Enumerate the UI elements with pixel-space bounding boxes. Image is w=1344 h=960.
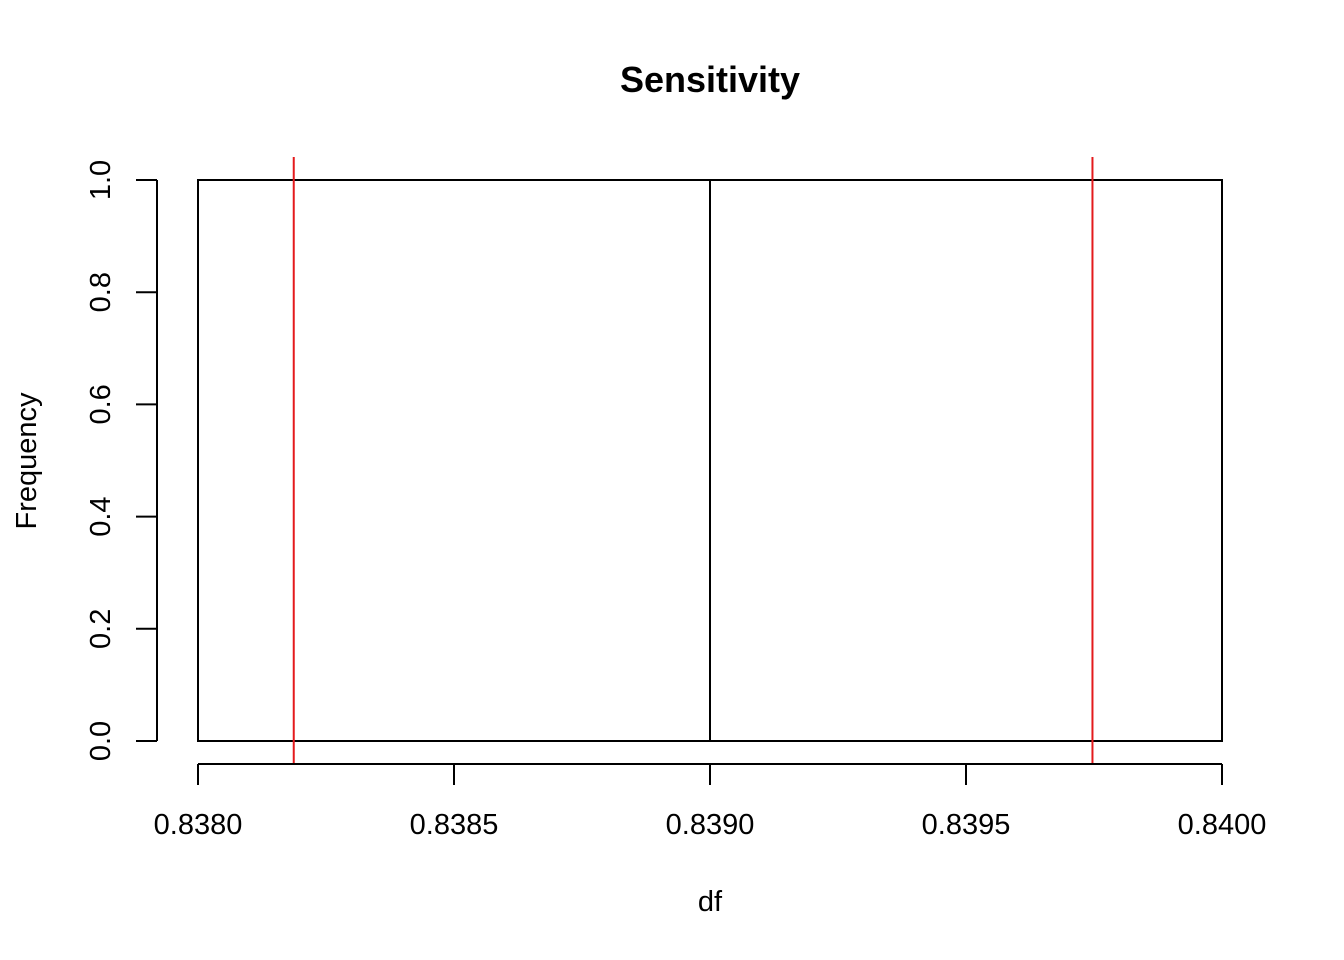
chart-title: Sensitivity	[620, 59, 800, 100]
y-tick-label-3: 0.4	[85, 496, 117, 536]
x-axis-label: df	[698, 886, 723, 918]
bars-group	[197, 179, 1223, 742]
x-tick-label-3: 0.8390	[666, 809, 755, 841]
x-tick-label-1: 0.8380	[154, 809, 243, 841]
x-axis: 0.8380 0.8385 0.8390 0.8395 0.8400	[154, 763, 1267, 841]
histogram-bar-2	[709, 179, 1223, 742]
y-tick-label-2: 0.2	[85, 609, 117, 649]
y-tick-label-4: 0.6	[85, 384, 117, 424]
x-tick-label-2: 0.8385	[410, 809, 499, 841]
x-tick-label-5: 0.8400	[1178, 809, 1267, 841]
y-axis: 0.0 0.2 0.4 0.6 0.8 1.0	[85, 160, 158, 761]
y-axis-label: Frequency	[11, 392, 43, 530]
y-tick-label-6: 1.0	[85, 160, 117, 200]
reference-lines-group	[292, 157, 1094, 764]
x-tick-label-4: 0.8395	[922, 809, 1011, 841]
histogram-bar-1	[197, 179, 711, 742]
y-tick-label-5: 0.8	[85, 272, 117, 312]
y-tick-label-1: 0.0	[85, 721, 117, 761]
